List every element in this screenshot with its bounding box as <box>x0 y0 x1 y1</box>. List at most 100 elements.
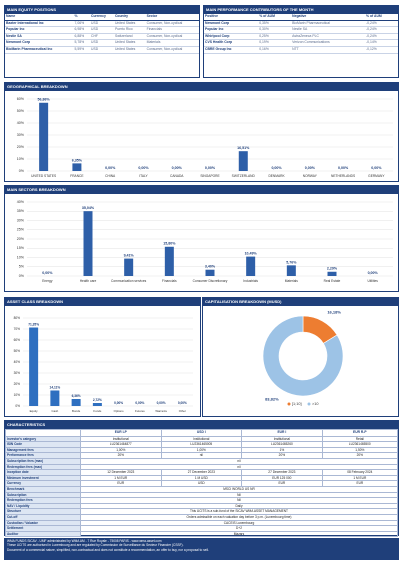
x-tick-label: Options <box>114 409 124 413</box>
table-row: Newmont Corp 5,78% USD United States Materia… <box>5 39 199 47</box>
table-row: CVS Health Corp 0,19% Verizon Communicatio… <box>204 39 398 47</box>
cell: -0,24% <box>365 20 398 28</box>
cell: -0,14% <box>365 39 398 47</box>
x-tick-label: Communication services <box>111 279 147 283</box>
legend-label: >10 <box>312 402 318 406</box>
value-label: 0,00% <box>138 166 149 170</box>
header-row: Name% Currency Country Sector <box>5 14 199 21</box>
cell: CBRE Group Inc <box>204 46 259 54</box>
chart: 0% 10% 20% 30% 40% 50% 60% 70% 80% 71,35% Equity 14… <box>14 316 193 413</box>
equity-table-box: MAIN EQUITY POSITIONS Name% Currency Count… <box>4 5 200 78</box>
cell: Financials <box>145 26 199 34</box>
cap-box: CAPITALISATION BREAKDOWN (MUSD) 16,18% 83… <box>202 297 399 417</box>
cell: BioMarin Pharmaceutical <box>291 20 366 28</box>
cell: nil <box>80 458 398 465</box>
y-tick-label: 70% <box>14 327 21 331</box>
characteristics-box: CHARACTERISTICS EUR I-P USD I EUR I EUR R-P… <box>4 420 399 538</box>
x-tick-label: Warrants <box>155 409 167 413</box>
x-tick-label: DENMARK <box>268 174 285 178</box>
cell: MSCI WORLD US NR <box>80 485 398 493</box>
cell: USD <box>90 26 114 34</box>
value-label: 0,00% <box>368 271 379 275</box>
table-row: Inception date 12 December 2023 27 Decembe… <box>5 469 399 476</box>
value-label: 0,00% <box>157 401 166 405</box>
cell: 6,98% <box>73 26 91 34</box>
value-label: 0,00% <box>178 401 187 405</box>
value-label: 2,72% <box>93 398 102 402</box>
value-label: 0,00% <box>135 401 144 405</box>
section-title: CHARACTERISTICS <box>5 421 398 429</box>
value-label: 0,00% <box>114 401 123 405</box>
cell: Nestle SA <box>291 26 366 34</box>
table-row: Redemption fees Nil <box>5 497 398 504</box>
cell: LU2361465500 <box>321 441 399 448</box>
x-tick-label: Health care <box>80 279 97 283</box>
row-label: Performance fees <box>5 452 81 459</box>
bar <box>327 271 337 276</box>
section-title: MAIN EQUITY POSITIONS <box>5 6 199 14</box>
geo-box: GEOGRAPHICAL BREAKDOWN 0% 10% 20% 30% 40% 50%… <box>4 82 399 182</box>
column-header: Name <box>5 14 74 21</box>
cell: CHF <box>90 33 114 41</box>
x-tick-label: Financials <box>162 279 177 283</box>
table-row: Performance fees 20% nil 20% 20% <box>5 452 399 459</box>
table-row: ISIN Code LU2361464877 LU2361465005 LU23614… <box>5 441 399 448</box>
table-row: Investor's category Institutional Institut… <box>5 435 399 443</box>
y-tick-label: 30% <box>17 218 25 222</box>
bar <box>246 256 256 276</box>
x-tick-label: ITALY <box>139 174 148 178</box>
cell: 0,25% <box>258 33 292 41</box>
legend-swatch <box>307 402 311 406</box>
y-tick-label: 30% <box>17 133 25 137</box>
y-tick-label: 40% <box>17 200 25 204</box>
cell: Materials <box>145 39 199 47</box>
y-tick-label: 50% <box>14 349 21 353</box>
y-tick-label: 80% <box>14 316 21 320</box>
column-header: EUR R-P <box>321 429 399 437</box>
cell: 7,06% <box>73 20 91 28</box>
header-row: Positive% of AUM Negative% of AUM <box>204 14 398 21</box>
cell: Retail <box>321 435 399 443</box>
table-row: Whirlpool Corp 0,25% AstraZeneca PLC -0,24% <box>204 33 398 41</box>
cell: Puerto Rico <box>113 26 146 34</box>
row-label: Investor's category <box>5 435 81 443</box>
table-row: Redemption fees (max) nil <box>5 463 398 471</box>
cell: United States <box>113 39 146 47</box>
row-label: Minimum investment <box>5 474 81 482</box>
column-header: EUR I-P <box>80 429 162 437</box>
y-tick-label: 60% <box>14 338 21 342</box>
value-label: 0,00% <box>305 166 316 170</box>
table-row: Nestle SA 6,88% CHF Switzerland Consumer, No… <box>5 33 199 41</box>
row-label: Management fees <box>5 446 81 454</box>
row-label: Inception date <box>5 469 81 476</box>
section-title: GEOGRAPHICAL BREAKDOWN <box>5 83 398 91</box>
legend-swatch <box>287 402 291 406</box>
cell: 20% <box>321 452 399 459</box>
value-label: 15,80% <box>163 242 176 246</box>
bar <box>83 211 93 276</box>
legend-label: ]1;10] <box>292 402 302 406</box>
cell: USD <box>90 20 114 28</box>
bar <box>39 102 49 171</box>
y-tick-label: 60% <box>17 97 25 101</box>
cell: 5,59% <box>73 46 91 54</box>
x-tick-label: Real Estate <box>324 279 341 283</box>
row-label: ISIN Code <box>5 441 81 448</box>
cell: NTT <box>291 46 366 54</box>
cell: -0,12% <box>365 46 398 54</box>
y-tick-label: 20% <box>14 382 21 386</box>
x-tick-label: Cash <box>52 409 59 413</box>
column-header: Country <box>113 14 146 21</box>
cell: Popular Inc <box>5 26 74 34</box>
x-tick-label: FRANCE <box>70 174 84 178</box>
x-tick-label: NORWAY <box>303 174 318 178</box>
cell: Mazars <box>80 530 398 538</box>
y-tick-label: 25% <box>17 228 25 232</box>
column-header: USD I <box>160 429 243 437</box>
value-label: 0,00% <box>338 166 349 170</box>
value-label: 14,11% <box>50 385 61 389</box>
value-label: 0,00% <box>105 166 116 170</box>
value-label: 6,36% <box>72 394 81 398</box>
bar <box>50 390 60 406</box>
value-label: 9,41% <box>124 254 135 258</box>
